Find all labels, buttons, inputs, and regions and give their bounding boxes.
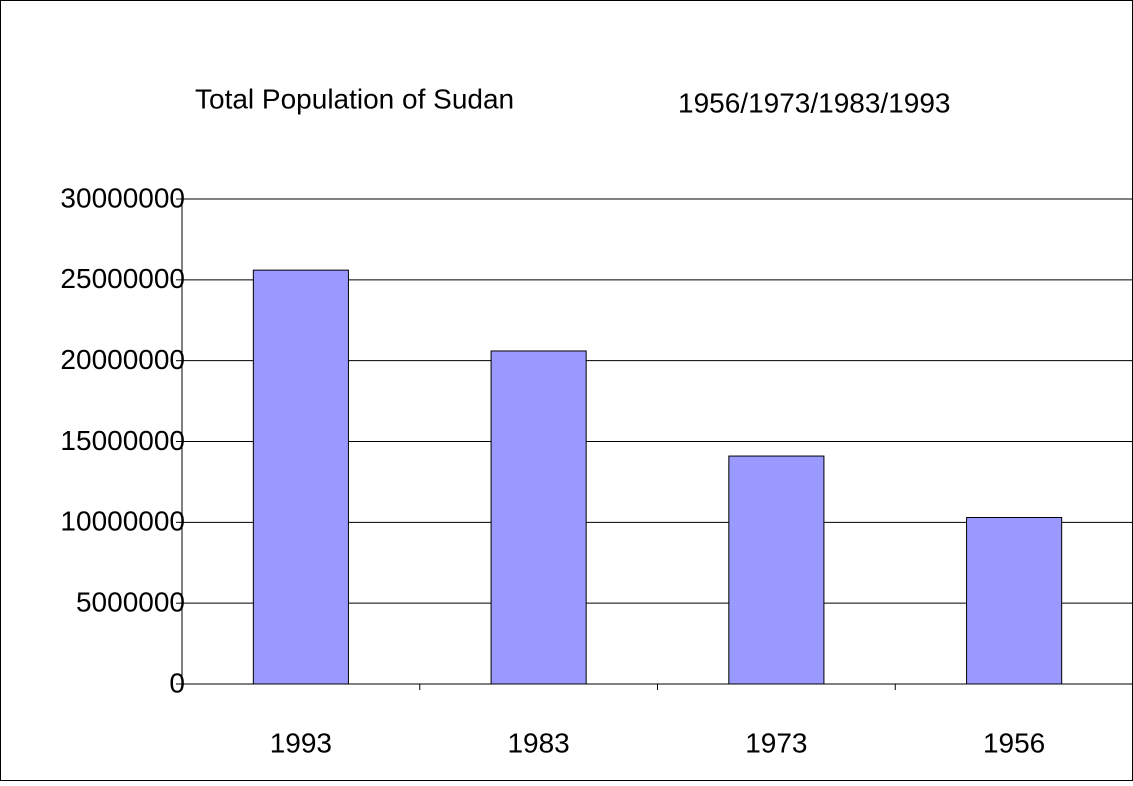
chart-title: Total Population of Sudan xyxy=(195,83,514,114)
bar xyxy=(252,269,349,685)
y-tick-label: 0 xyxy=(169,667,185,698)
chart-subtitle: 1956/1973/1983/1993 xyxy=(678,87,951,118)
y-tick-label: 5000000 xyxy=(76,587,185,618)
x-tick-label: 1956 xyxy=(983,727,1045,758)
bar xyxy=(966,516,1063,685)
y-tick-label: 20000000 xyxy=(60,344,185,375)
bar xyxy=(490,350,587,685)
x-tick-label: 1983 xyxy=(507,727,569,758)
y-tick-label: 30000000 xyxy=(60,182,185,213)
y-tick-label: 15000000 xyxy=(60,425,185,456)
y-tick-label: 10000000 xyxy=(60,506,185,537)
x-tick-label: 1993 xyxy=(270,727,332,758)
y-tick-label: 25000000 xyxy=(60,263,185,294)
x-tick-label: 1973 xyxy=(745,727,807,758)
bar xyxy=(728,455,825,685)
